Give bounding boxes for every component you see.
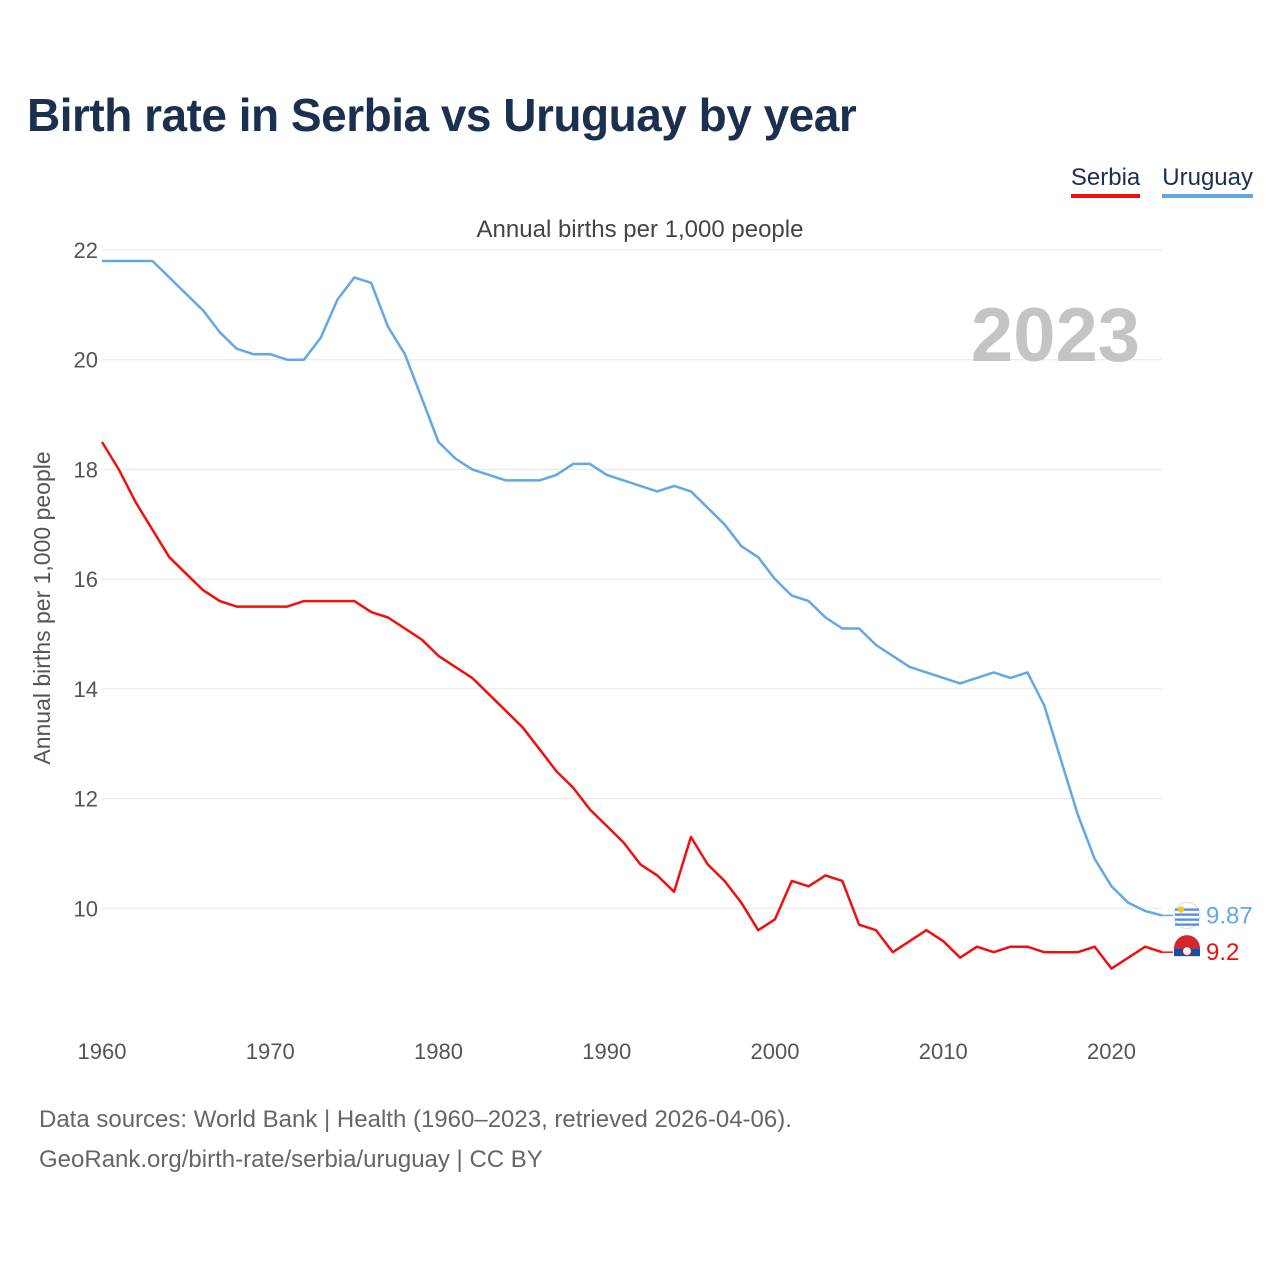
x-tick-label: 1960 <box>78 1039 127 1064</box>
end-marker-serbia: 9.2 <box>1162 935 1239 966</box>
y-tick-label: 16 <box>74 567 98 592</box>
x-tick-label: 2010 <box>919 1039 968 1064</box>
x-tick-label: 2020 <box>1087 1039 1136 1064</box>
line-chart: 10 12 14 16 18 20 22 1960 1970 1980 1990 2000 2010 2… <box>29 238 1253 1064</box>
end-labels: 9.2 9.87 <box>1162 901 1253 966</box>
series-line-serbia <box>100 441 1163 970</box>
legend-item-uruguay[interactable]: Uruguay <box>1162 164 1253 198</box>
x-tick-label: 1970 <box>246 1039 295 1064</box>
chart-title: Birth rate in Serbia vs Uruguay by year <box>27 89 857 141</box>
flag-stripe <box>1175 923 1199 926</box>
flag-stripe <box>1175 908 1199 911</box>
y-tick-label: 10 <box>74 896 98 921</box>
y-tick-label: 12 <box>74 787 98 812</box>
series-line-uruguay <box>102 259 1163 917</box>
y-tick-label: 22 <box>74 238 98 263</box>
x-axis-ticks: 1960 1970 1980 1990 2000 2010 2020 <box>78 1039 1136 1064</box>
flag-emblem <box>1182 946 1192 957</box>
x-tick-label: 2000 <box>751 1039 800 1064</box>
x-tick-label: 1990 <box>582 1039 631 1064</box>
flag-sun <box>1177 906 1185 913</box>
flag-stripe <box>1175 918 1199 921</box>
data-source-note: Data sources: World Bank | Health (1960–… <box>39 1106 792 1133</box>
flag-band-red <box>1174 935 1200 949</box>
y-axis-label: Annual births per 1,000 people <box>29 451 55 764</box>
flag-stripe <box>1175 913 1199 916</box>
source-url: GeoRank.org/birth-rate/serbia/uruguay | … <box>39 1146 543 1173</box>
end-value-label: 9.87 <box>1206 902 1253 929</box>
end-value-label: 9.2 <box>1206 939 1239 966</box>
end-marker-uruguay: 9.87 <box>1162 901 1253 929</box>
y-tick-label: 18 <box>74 457 98 482</box>
x-tick-label: 1980 <box>414 1039 463 1064</box>
highlight-year: 2023 <box>971 293 1140 378</box>
chart-subtitle: Annual births per 1,000 people <box>476 216 804 243</box>
y-axis-ticks: 10 12 14 16 18 20 22 <box>74 238 98 921</box>
y-tick-label: 20 <box>74 348 98 373</box>
series-lines <box>100 259 1163 970</box>
legend: Serbia Uruguay <box>1070 164 1253 198</box>
y-tick-label: 14 <box>74 677 98 702</box>
gridlines <box>102 249 1162 909</box>
legend-item-serbia[interactable]: Serbia <box>1070 164 1141 198</box>
